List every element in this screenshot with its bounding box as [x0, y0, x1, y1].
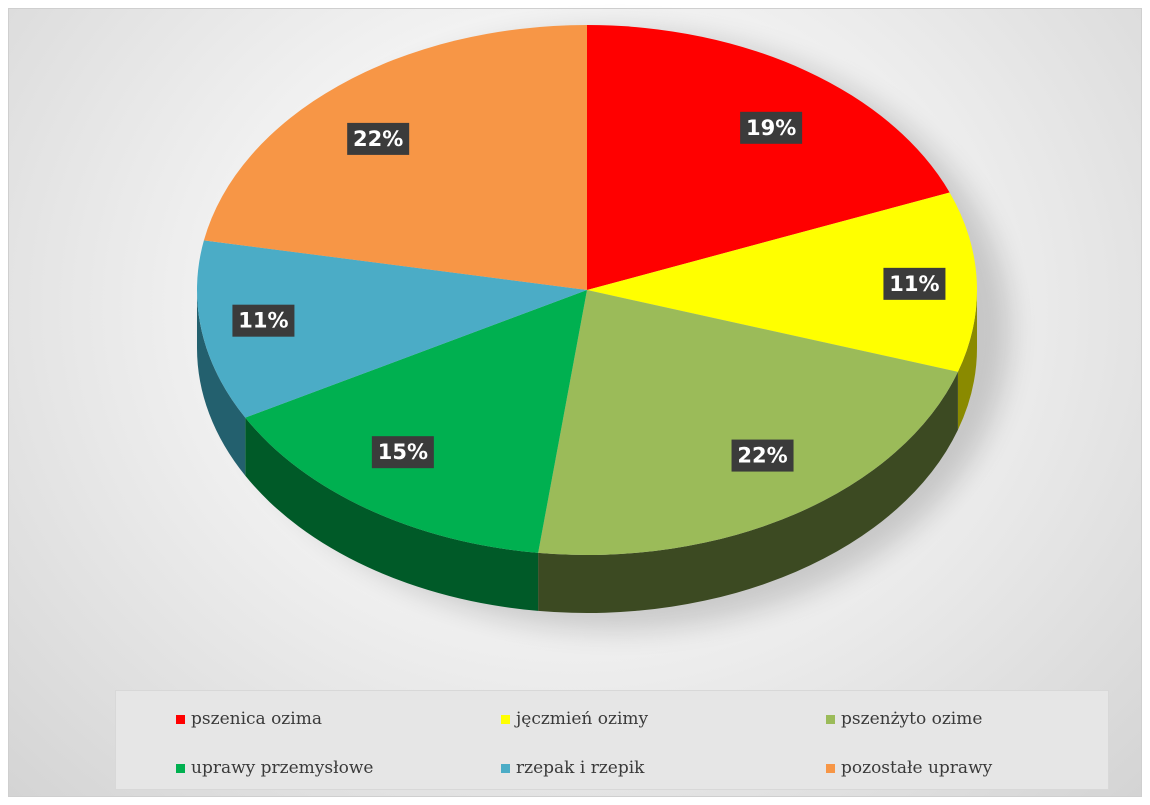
pie-side-uprawy-przemyslowe [245, 417, 539, 611]
legend-item-jeczmien-ozimy: jęczmień ozimy [501, 707, 648, 731]
pie-top [197, 25, 977, 555]
legend: pszenica ozima jęczmień ozimy pszenżyto … [115, 690, 1109, 790]
data-label: 22% [347, 122, 410, 155]
pie-slice-pszenica-ozima [587, 25, 950, 290]
data-label-box [883, 267, 946, 300]
data-label-box [371, 436, 434, 469]
data-label-box [347, 122, 410, 155]
data-label: 22% [731, 439, 794, 472]
pie-slice-pozostale-uprawy [203, 25, 587, 290]
data-label: 19% [740, 111, 803, 144]
legend-label: pozostałe uprawy [841, 758, 993, 778]
data-label-text: 11% [238, 309, 288, 333]
pie-labels: 19% 11% 22% 15% 11% 22% [232, 111, 946, 472]
data-label-text: 19% [746, 116, 796, 140]
pie-slice-jeczmien-ozimy [587, 192, 977, 372]
legend-swatch [501, 714, 510, 724]
data-label: 15% [371, 436, 434, 469]
legend-item-pszenica-ozima: pszenica ozima [176, 707, 322, 731]
data-label-text: 15% [378, 440, 428, 464]
pie-sides [197, 290, 977, 613]
legend-item-rzepak-i-rzepik: rzepak i rzepik [501, 756, 644, 780]
pie-side-pszenzyto-ozime [538, 371, 958, 613]
data-label-text: 22% [737, 444, 787, 468]
data-label-box [232, 304, 295, 337]
data-label-box [740, 111, 803, 144]
legend-swatch [176, 714, 185, 724]
pie-slice-pszenzyto-ozime [538, 290, 958, 555]
pie-side-jeczmien-ozimy [957, 290, 977, 430]
legend-label: rzepak i rzepik [516, 758, 645, 778]
legend-swatch [826, 763, 835, 773]
pie-slice-rzepak-i-rzepik [197, 240, 587, 418]
data-label-box [731, 439, 794, 472]
data-label: 11% [883, 267, 946, 300]
legend-swatch [501, 763, 510, 773]
legend-swatch [176, 763, 185, 773]
legend-label: jęczmień ozimy [516, 709, 649, 729]
legend-swatch [826, 714, 835, 724]
legend-item-pszenzyto-ozime: pszenżyto ozime [826, 707, 982, 731]
legend-label: uprawy przemysłowe [191, 758, 374, 778]
legend-item-uprawy-przemyslowe: uprawy przemysłowe [176, 756, 373, 780]
legend-item-pozostale-uprawy: pozostałe uprawy [826, 756, 992, 780]
legend-label: pszenica ozima [191, 709, 322, 729]
data-label-text: 11% [889, 272, 939, 296]
pie-slice-uprawy-przemyslowe [245, 290, 588, 553]
legend-label: pszenżyto ozime [841, 709, 983, 729]
pie-side-rzepak-i-rzepik [197, 290, 246, 476]
data-label: 11% [232, 304, 295, 337]
data-label-text: 22% [353, 127, 403, 151]
